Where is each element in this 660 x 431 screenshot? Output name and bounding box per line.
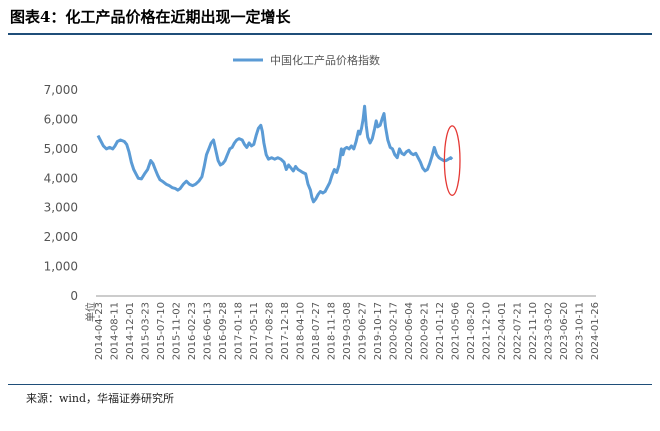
chart-legend: 中国化工产品价格指数 xyxy=(233,53,380,67)
footer-rule xyxy=(8,384,652,385)
x-tick-label: 2014-04-23 xyxy=(94,302,105,360)
x-tick-label: 2015-07-10 xyxy=(156,302,167,360)
x-tick-label: 2017-08-28 xyxy=(265,302,276,360)
title-rule xyxy=(8,33,652,35)
x-tick-label: 2024-01-26 xyxy=(590,302,601,360)
x-tick-label: 2014-08-11 xyxy=(110,302,121,360)
x-tick-label: 2018-04-10 xyxy=(296,302,307,360)
x-tick-label: 2021-12-10 xyxy=(482,302,493,360)
x-tick-label: 2016-02-23 xyxy=(187,302,198,360)
y-tick-label: 2,000 xyxy=(44,230,78,244)
x-tick-label: 2017-05-11 xyxy=(249,302,260,360)
y-tick-label: 4,000 xyxy=(44,171,78,185)
x-tick-label: 2023-03-02 xyxy=(544,302,555,360)
x-tick-label: 2014-12-01 xyxy=(125,302,136,360)
x-tick-label: 2017-01-18 xyxy=(234,302,245,360)
y-tick-label: 5,000 xyxy=(44,142,78,156)
x-unit-label: 单位 xyxy=(84,302,97,322)
x-tick-label: 2022-04-01 xyxy=(497,302,508,360)
x-tick-label: 2019-06-27 xyxy=(358,302,369,360)
legend-label: 中国化工产品价格指数 xyxy=(270,53,380,67)
x-tick-label: 2021-01-12 xyxy=(435,302,446,360)
x-tick-label: 2023-10-11 xyxy=(575,302,586,360)
x-tick-label: 2016-09-28 xyxy=(218,302,229,360)
x-tick-label: 2020-09-21 xyxy=(420,302,431,360)
x-tick-label: 2019-03-08 xyxy=(342,302,353,360)
x-tick-label: 2022-11-10 xyxy=(528,302,539,360)
x-tick-label: 2017-12-18 xyxy=(280,302,291,360)
y-tick-label: 3,000 xyxy=(44,201,78,215)
x-tick-label: 2022-07-21 xyxy=(513,302,524,360)
line-chart: 中国化工产品价格指数 0 1,000 2,000 3,000 4,000 5,000 6,0… xyxy=(44,53,601,360)
y-tick-label: 6,000 xyxy=(44,112,78,126)
source-note: 来源：wind，华福证券研究所 xyxy=(26,392,175,405)
y-tick-label: 1,000 xyxy=(44,260,78,274)
y-tick-label: 0 xyxy=(70,289,78,303)
x-tick-label: 2018-11-18 xyxy=(327,302,338,360)
series-line-chemical-price-index xyxy=(96,104,454,204)
x-tick-label: 2016-06-13 xyxy=(203,302,214,360)
x-tick-label: 2021-08-20 xyxy=(466,302,477,360)
x-tick-label: 2020-02-17 xyxy=(389,302,400,360)
x-tick-label: 2018-07-27 xyxy=(311,302,322,360)
x-tick-label: 2019-10-17 xyxy=(373,302,384,360)
figure-title: 图表4：化工产品价格在近期出现一定增长 xyxy=(10,8,291,26)
x-tick-label: 2023-06-20 xyxy=(559,302,570,360)
y-tick-label: 7,000 xyxy=(44,83,78,97)
highlight-ellipse xyxy=(443,125,461,196)
x-tick-label: 2020-06-04 xyxy=(404,302,415,360)
x-tick-label: 2015-03-23 xyxy=(141,302,152,360)
y-axis: 0 1,000 2,000 3,000 4,000 5,000 6,000 7,000 xyxy=(44,83,78,303)
x-tick-label: 2015-11-02 xyxy=(172,302,183,360)
x-tick-label: 2021-05-06 xyxy=(451,302,462,360)
